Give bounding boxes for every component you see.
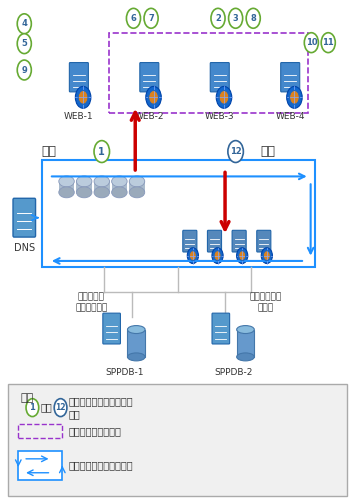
Text: 9: 9 xyxy=(21,66,27,74)
Text: WEB-2: WEB-2 xyxy=(135,112,164,122)
Circle shape xyxy=(246,8,260,28)
Circle shape xyxy=(219,91,229,104)
Bar xyxy=(42,160,315,268)
Ellipse shape xyxy=(127,326,145,334)
Text: WEB-3: WEB-3 xyxy=(205,112,235,122)
Circle shape xyxy=(146,86,161,108)
Text: 手順のグループ表示: 手順のグループ表示 xyxy=(69,426,122,436)
Text: SPPDB-1: SPPDB-1 xyxy=(105,368,144,377)
Text: 終了: 終了 xyxy=(260,145,275,158)
FancyBboxPatch shape xyxy=(207,230,222,252)
Circle shape xyxy=(54,398,67,416)
Ellipse shape xyxy=(76,176,92,187)
Circle shape xyxy=(211,8,225,28)
Bar xyxy=(237,330,254,357)
Circle shape xyxy=(321,32,335,52)
FancyBboxPatch shape xyxy=(281,62,300,92)
Circle shape xyxy=(228,140,244,162)
FancyBboxPatch shape xyxy=(103,313,120,344)
Ellipse shape xyxy=(76,187,92,198)
Text: プライマリ
データベース: プライマリ データベース xyxy=(75,293,107,312)
Bar xyxy=(129,182,145,192)
Text: 2: 2 xyxy=(215,14,221,23)
FancyBboxPatch shape xyxy=(210,62,229,92)
Circle shape xyxy=(75,86,91,108)
Circle shape xyxy=(190,251,196,260)
Circle shape xyxy=(290,91,299,104)
Circle shape xyxy=(78,91,88,104)
Text: 12: 12 xyxy=(230,147,241,156)
Text: 凡例: 凡例 xyxy=(21,393,34,403)
FancyBboxPatch shape xyxy=(183,230,197,252)
Text: SPPDB-2: SPPDB-2 xyxy=(215,368,253,377)
Circle shape xyxy=(236,248,248,264)
Circle shape xyxy=(17,34,31,54)
FancyBboxPatch shape xyxy=(69,62,88,92)
Circle shape xyxy=(126,8,141,28)
Bar xyxy=(18,451,62,480)
Ellipse shape xyxy=(237,353,254,361)
Circle shape xyxy=(149,91,158,104)
Bar xyxy=(127,330,145,357)
Ellipse shape xyxy=(237,326,254,334)
Text: WEB-1: WEB-1 xyxy=(64,112,94,122)
Bar xyxy=(76,182,92,192)
Text: 3: 3 xyxy=(233,14,239,23)
Text: DNS: DNS xyxy=(14,242,35,252)
Text: 負荷分散ローテーション: 負荷分散ローテーション xyxy=(69,460,133,470)
Text: WEB-4: WEB-4 xyxy=(275,112,305,122)
FancyBboxPatch shape xyxy=(13,198,36,237)
Bar xyxy=(111,182,127,192)
Circle shape xyxy=(212,248,223,264)
Circle shape xyxy=(17,60,31,80)
Circle shape xyxy=(261,248,272,264)
Text: 開始: 開始 xyxy=(41,145,56,158)
Text: の手順でアップデートを
処理: の手順でアップデートを 処理 xyxy=(69,396,133,419)
Ellipse shape xyxy=(94,187,110,198)
Ellipse shape xyxy=(59,187,74,198)
Ellipse shape xyxy=(94,176,110,187)
Ellipse shape xyxy=(59,176,74,187)
FancyBboxPatch shape xyxy=(212,313,230,344)
Circle shape xyxy=(229,8,243,28)
Circle shape xyxy=(216,86,232,108)
Text: 4: 4 xyxy=(21,20,27,28)
Circle shape xyxy=(239,251,245,260)
Text: 6: 6 xyxy=(131,14,136,23)
Text: 1: 1 xyxy=(29,403,35,412)
Ellipse shape xyxy=(111,187,127,198)
Ellipse shape xyxy=(127,353,145,361)
Text: 12: 12 xyxy=(55,403,66,412)
Circle shape xyxy=(304,32,318,52)
Circle shape xyxy=(26,398,39,416)
Text: 11: 11 xyxy=(322,38,334,47)
Text: 7: 7 xyxy=(148,14,154,23)
Circle shape xyxy=(17,14,31,34)
Bar xyxy=(59,182,74,192)
Text: から: から xyxy=(41,402,53,412)
Circle shape xyxy=(287,86,302,108)
FancyBboxPatch shape xyxy=(140,62,159,92)
Text: データベース
ミラー: データベース ミラー xyxy=(250,293,282,312)
FancyBboxPatch shape xyxy=(232,230,246,252)
Circle shape xyxy=(214,251,221,260)
Text: 1: 1 xyxy=(98,146,105,156)
Circle shape xyxy=(187,248,198,264)
Text: 8: 8 xyxy=(250,14,256,23)
Circle shape xyxy=(94,140,110,162)
Ellipse shape xyxy=(111,176,127,187)
Bar xyxy=(9,384,346,496)
Ellipse shape xyxy=(129,176,145,187)
Text: 5: 5 xyxy=(21,39,27,48)
FancyBboxPatch shape xyxy=(257,230,271,252)
Ellipse shape xyxy=(129,187,145,198)
Circle shape xyxy=(144,8,158,28)
Text: 10: 10 xyxy=(306,38,317,47)
Bar xyxy=(94,182,110,192)
Circle shape xyxy=(263,251,270,260)
